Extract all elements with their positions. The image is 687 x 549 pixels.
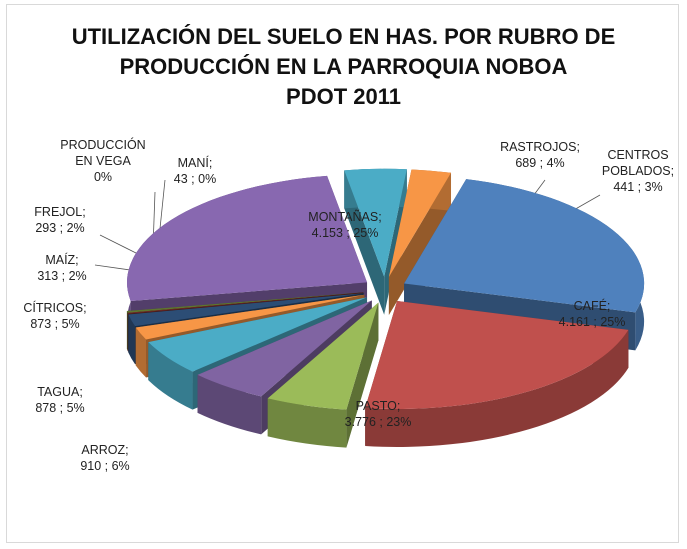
category-label: CÍTRICOS; [23,301,87,315]
data-label: CENTROS POBLADOS; 441 ; 3% [593,147,683,195]
slice [404,179,645,313]
title-line: UTILIZACIÓN DEL SUELO EN HAS. POR RUBRO … [71,24,616,49]
slice [128,293,364,327]
slice-side [267,398,347,448]
value-label: 873 ; 5% [30,317,80,331]
leader-line [94,264,131,271]
chart-title: UTILIZACIÓN DEL SUELO EN HAS. POR RUBRO … [0,22,687,112]
slice [365,301,629,448]
category-label: MANÍ; [177,156,213,170]
slice [267,302,379,448]
slice [388,169,452,278]
category-label: PASTO; [355,399,401,413]
data-label: TAGUA; 878 ; 5% [20,384,100,416]
slice-side [128,314,136,365]
value-label: 293 ; 2% [35,221,85,235]
chart-border [6,4,679,543]
value-label: 43 ; 0% [173,172,217,186]
data-label: CÍTRICOS; 873 ; 5% [15,300,95,332]
value-label: 689 ; 4% [515,156,565,170]
value-label: 3.776 ; 23% [344,415,412,429]
slice [197,300,372,397]
slice [135,294,365,340]
title-line: PRODUCCIÓN EN LA PARROQUIA NOBOA [119,54,568,79]
value-label: 313 ; 2% [37,269,87,283]
slice [344,168,407,277]
category-label: PRODUCCIÓN EN VEGA [60,138,146,168]
value-label: 878 ; 5% [35,401,85,415]
data-label: PASTO; 3.776 ; 23% [323,398,433,430]
slice-side [197,374,262,435]
slice-side [148,342,193,410]
data-label: MANÍ; 43 ; 0% [160,155,230,187]
data-label: RASTROJOS; 689 ; 4% [495,139,585,171]
data-label: FREJOL; 293 ; 2% [20,204,100,236]
category-label: MONTAÑAS; [308,210,382,224]
data-label: ARROZ; 910 ; 6% [65,442,145,474]
category-label: ARROZ; [81,443,129,457]
slice-side [365,329,629,448]
slice-side [126,310,128,351]
category-label: TAGUA; [37,385,83,399]
slice [148,297,367,372]
category-label: RASTROJOS; [500,140,580,154]
category-label: FREJOL; [34,205,86,219]
title-line: PDOT 2011 [286,84,401,109]
slice [388,169,452,316]
slice-side [135,327,147,378]
slice [267,302,379,410]
slice [126,292,364,313]
data-label: MAÍZ; 313 ; 2% [22,252,102,284]
category-label: CENTROS POBLADOS; [601,148,675,178]
slice [365,301,629,410]
leader-line [99,234,143,257]
slice [127,175,368,301]
data-label: MONTAÑAS; 4.153 ; 25% [295,209,395,241]
value-label: 0% [93,170,113,184]
category-label: CAFÉ; [573,299,611,313]
data-label: CAFÉ; 4.161 ; 25% [537,298,647,330]
value-label: 4.153 ; 25% [311,226,379,240]
data-label: PRODUCCIÓN EN VEGA 0% [58,137,148,185]
value-label: 441 ; 3% [613,180,663,194]
value-label: 4.161 ; 25% [558,315,626,329]
value-label: 910 ; 6% [80,459,130,473]
slice [127,292,364,314]
category-label: MAÍZ; [45,253,79,267]
